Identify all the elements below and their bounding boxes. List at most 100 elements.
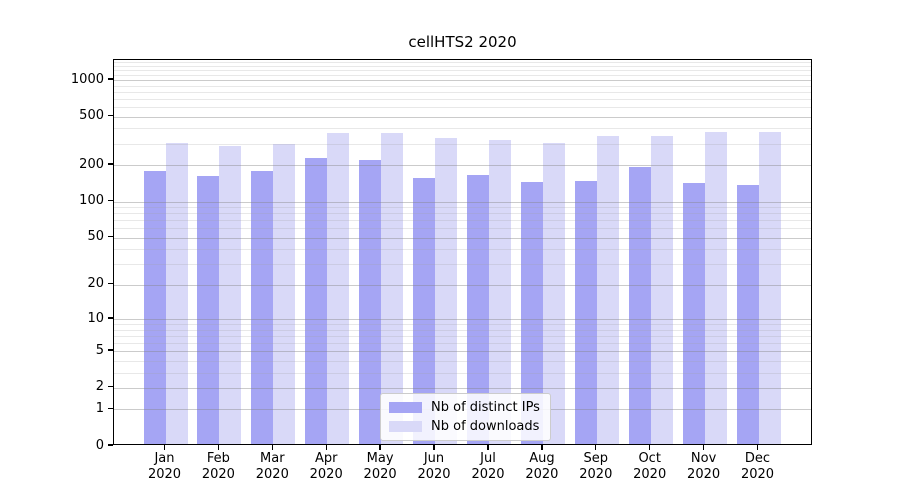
y-tick-label: 1000: [70, 71, 104, 87]
bar-downloads: [596, 135, 619, 444]
gridline-minor: [114, 143, 811, 145]
bar-distinct-ips: [574, 180, 597, 444]
legend-item-distinct-ips: Nb of distinct IPs: [389, 400, 540, 415]
bar-downloads: [219, 145, 242, 444]
bar-downloads: [327, 133, 350, 444]
x-tick: [756, 445, 759, 450]
gridline-major: [114, 201, 811, 203]
y-tick-label: 2: [95, 379, 104, 395]
x-tick: [325, 445, 327, 450]
y-tick: [108, 78, 113, 80]
plot-area: Nb of distinct IPs Nb of downloads: [113, 59, 812, 445]
gridline-minor: [114, 228, 811, 230]
chart-title: cellHTS2 2020: [408, 33, 517, 51]
gridline-minor: [114, 342, 811, 344]
legend-swatch-downloads: [389, 421, 422, 432]
x-tick-label: Nov 2020: [687, 451, 721, 482]
legend: Nb of distinct IPs Nb of downloads: [380, 393, 551, 441]
y-tick-label: 500: [79, 108, 104, 124]
gridline-minor: [114, 74, 811, 76]
bar-distinct-ips: [467, 175, 489, 444]
x-tick-label: Mar 2020: [255, 451, 289, 482]
gridline-minor: [114, 85, 811, 87]
gridline-minor: [114, 264, 811, 266]
bar-downloads: [381, 132, 404, 444]
x-tick: [541, 445, 543, 450]
gridline-minor: [114, 335, 811, 337]
gridline-major: [114, 80, 811, 81]
x-tick-label: Feb 2020: [201, 451, 235, 482]
x-tick: [702, 445, 705, 450]
gridline-major: [114, 116, 811, 118]
gridline-minor: [114, 62, 811, 64]
bar-downloads: [758, 131, 781, 444]
y-tick: [108, 317, 113, 319]
x-tick-label: Jan 2020: [147, 451, 182, 482]
x-tick: [271, 445, 273, 450]
gridline-major: [114, 387, 811, 389]
y-tick-label: 20: [87, 276, 104, 292]
y-tick: [108, 163, 113, 165]
y-tick-label: 5: [95, 342, 104, 358]
x-tick-label: Aug 2020: [525, 451, 559, 482]
bar-downloads: [435, 137, 457, 444]
gridline-minor: [114, 70, 811, 72]
gridline-minor: [114, 249, 811, 251]
bar-downloads: [489, 139, 511, 444]
bar-distinct-ips: [736, 184, 759, 444]
y-tick: [108, 444, 113, 446]
gridline-minor: [114, 91, 811, 93]
y-tick-label: 1: [95, 400, 104, 416]
gridline-major: [114, 351, 811, 353]
bar-distinct-ips: [305, 158, 328, 444]
x-tick-label: Jun 2020: [417, 451, 451, 482]
bar-downloads: [650, 135, 673, 444]
bar-distinct-ips: [197, 175, 220, 444]
y-tick: [108, 199, 113, 202]
x-tick-label: Apr 2020: [309, 451, 343, 482]
y-tick-label: 0: [95, 437, 104, 453]
x-tick-label: Dec 2020: [740, 451, 775, 482]
gridline-major: [114, 165, 811, 166]
gridline-major: [114, 284, 811, 286]
x-tick: [595, 445, 597, 450]
y-tick-label: 50: [87, 229, 104, 245]
bar-distinct-ips: [143, 171, 166, 444]
bars-layer: [114, 60, 811, 444]
x-tick: [487, 445, 489, 450]
legend-label-downloads: Nb of downloads: [431, 419, 540, 434]
gridline-minor: [114, 213, 811, 215]
gridline-minor: [114, 220, 811, 222]
bar-distinct-ips: [251, 171, 274, 444]
bar-downloads: [273, 144, 296, 444]
gridline-minor: [114, 329, 811, 331]
y-tick-label: 100: [79, 193, 104, 208]
gridline-minor: [114, 98, 811, 100]
gridline-minor: [114, 372, 811, 374]
y-tick: [108, 407, 113, 409]
x-tick-label: Jul 2020: [471, 451, 505, 482]
gridline-minor: [114, 324, 811, 325]
gridline-minor: [114, 107, 811, 108]
bar-distinct-ips: [628, 167, 651, 444]
bar-distinct-ips: [682, 183, 705, 444]
bar-distinct-ips: [520, 182, 543, 444]
gridline-minor: [114, 128, 811, 130]
gridline-major: [114, 319, 811, 320]
x-tick-label: Sep 2020: [579, 451, 613, 482]
bar-downloads: [542, 143, 565, 444]
y-tick: [108, 114, 113, 117]
gridline-minor: [114, 360, 811, 362]
gridline-major: [114, 237, 811, 239]
y-tick: [108, 283, 113, 285]
y-tick: [108, 386, 113, 388]
bar-distinct-ips: [359, 159, 382, 444]
bar-downloads: [704, 132, 727, 444]
legend-label-distinct-ips: Nb of distinct IPs: [431, 400, 540, 415]
x-tick: [163, 445, 166, 450]
x-tick: [649, 445, 651, 450]
x-tick-label: May 2020: [363, 451, 397, 482]
x-tick: [217, 445, 220, 450]
x-tick: [433, 445, 435, 450]
